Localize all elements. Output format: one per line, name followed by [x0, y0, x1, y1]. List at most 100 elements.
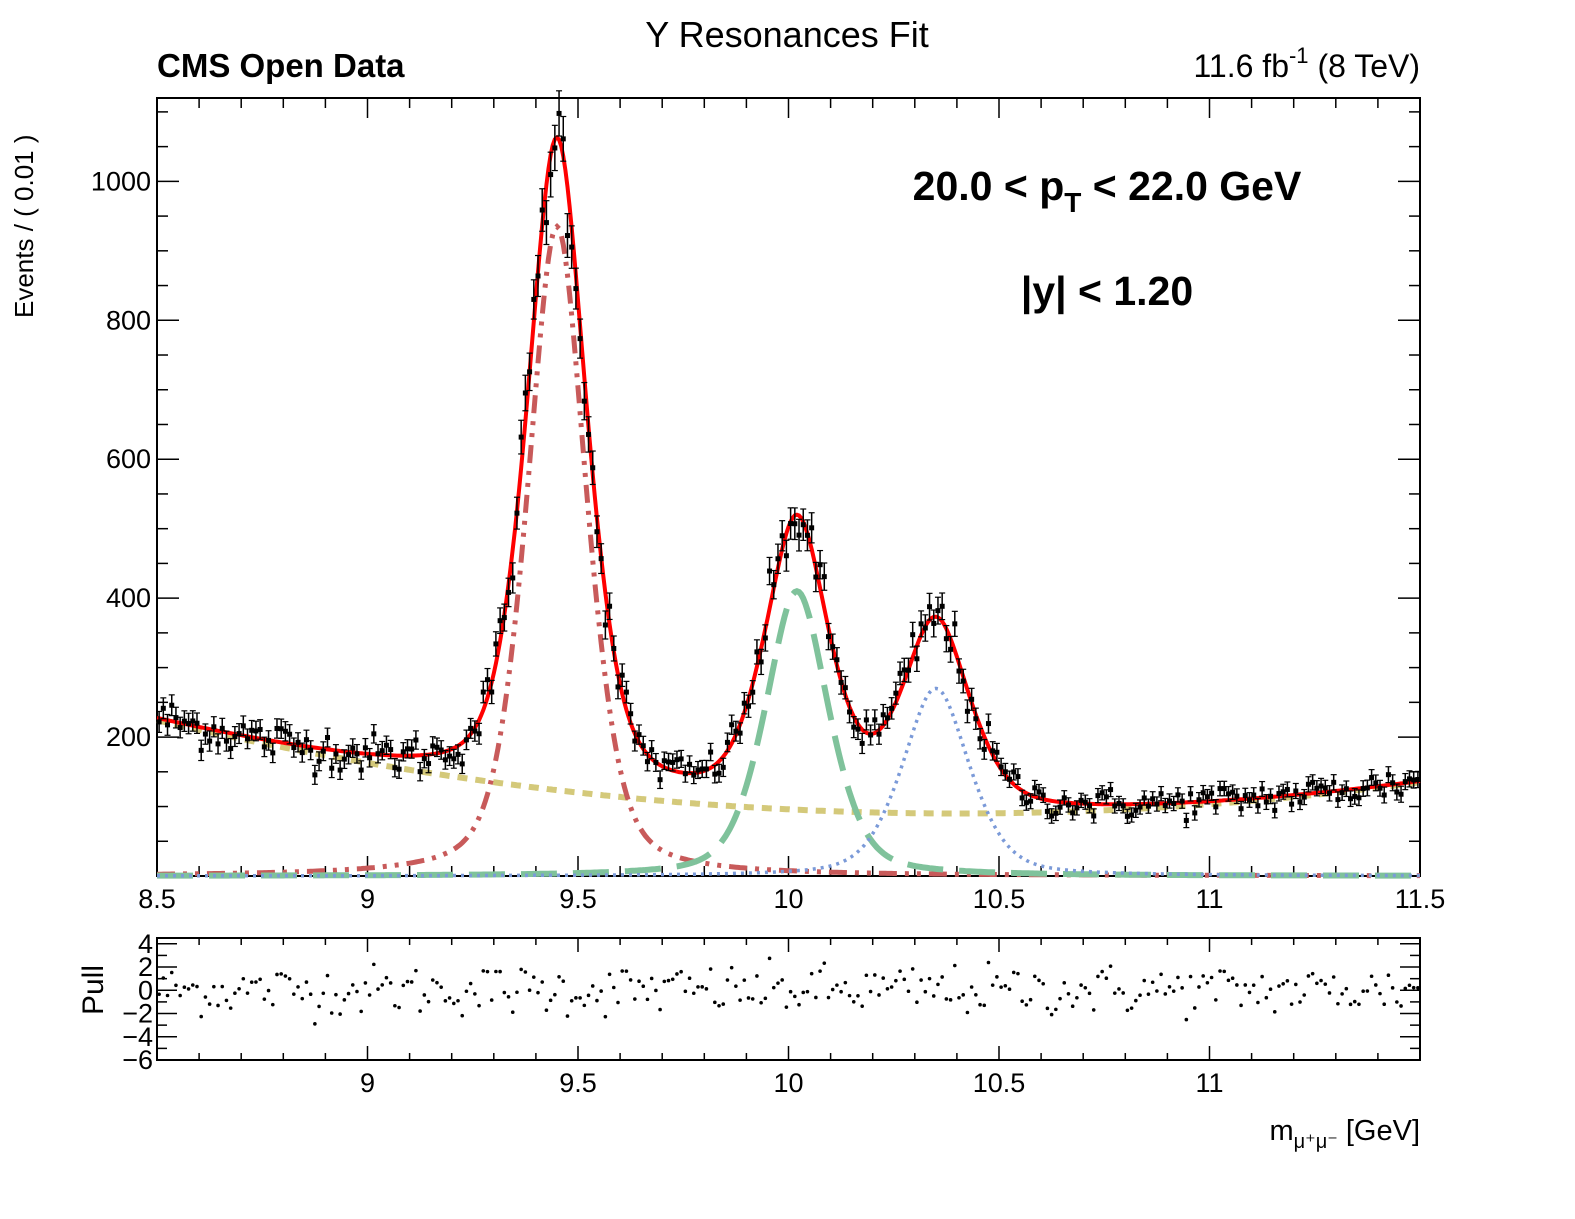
pull-point [1352, 999, 1357, 1004]
pull-point [473, 992, 477, 996]
pull-point [561, 979, 566, 984]
pull-point [435, 980, 439, 985]
data-point [729, 722, 735, 728]
pull-point [675, 972, 679, 976]
data-point [535, 273, 541, 279]
pull-point [292, 992, 296, 996]
data-point [1221, 786, 1227, 792]
data-point [1196, 797, 1202, 803]
data-point [350, 745, 356, 751]
data-point [910, 632, 916, 638]
data-point [417, 769, 423, 775]
data-point [1103, 794, 1109, 800]
pull-point [523, 970, 528, 974]
pull-point [1239, 1003, 1243, 1008]
data-point [1023, 800, 1029, 806]
data-point [1255, 803, 1261, 809]
pull-point [1016, 971, 1020, 976]
data-point [712, 771, 718, 777]
pull-point [414, 968, 418, 973]
data-point [792, 521, 798, 527]
pull-point [763, 996, 768, 1001]
pull-point [1340, 992, 1344, 996]
data-point [905, 667, 911, 673]
data-point [156, 719, 162, 725]
data-point [556, 110, 562, 116]
pull-point [346, 991, 351, 996]
pull-point [489, 998, 494, 1002]
data-point [691, 772, 697, 778]
data-point [1331, 779, 1337, 785]
pull-point [910, 967, 915, 971]
data-point [1377, 785, 1383, 791]
pull-point [1302, 993, 1307, 997]
pull-point [359, 1009, 363, 1014]
data-point [1108, 787, 1114, 793]
pull-point [860, 1004, 864, 1008]
pull-point [502, 990, 507, 995]
data-point [1390, 780, 1396, 786]
data-point [455, 751, 461, 757]
data-point [1070, 810, 1076, 816]
pull-point [818, 969, 822, 973]
pull-point [372, 962, 376, 967]
data-point [447, 753, 453, 759]
pull-point [1011, 970, 1016, 975]
data-point [615, 684, 621, 690]
data-point [186, 721, 192, 727]
pull-point [1125, 1008, 1130, 1013]
pull-point [1315, 981, 1319, 986]
data-point [842, 685, 848, 691]
pull-axis-label: Pull [77, 965, 110, 1015]
pull-point [670, 977, 675, 982]
pull-point [1066, 991, 1071, 996]
data-point [484, 677, 490, 683]
data-point [577, 336, 583, 342]
data-point [1356, 795, 1362, 801]
pull-point [397, 1005, 401, 1010]
data-point [1015, 774, 1021, 780]
data-point [232, 734, 238, 740]
data-point [531, 296, 537, 302]
data-point [362, 745, 368, 751]
data-point [611, 645, 617, 651]
pull-point [506, 995, 511, 999]
fit-curves [156, 134, 1421, 879]
pull-point [186, 987, 191, 991]
pull-x-tick-label: 10.5 [973, 1068, 1026, 1098]
pull-point [468, 981, 473, 986]
y-tick-label: 600 [106, 444, 151, 474]
data-point [897, 670, 903, 676]
pull-point [906, 989, 911, 994]
pull-point [1087, 991, 1092, 996]
pull-point [746, 996, 751, 1000]
fit-curve-peak2 [157, 587, 1420, 879]
pull-point [1247, 990, 1252, 995]
pull-point [1331, 975, 1336, 979]
pull-point [1045, 1006, 1050, 1011]
data-point [687, 761, 693, 767]
data-point [1406, 776, 1412, 782]
data-point [893, 690, 899, 696]
pull-point [936, 982, 940, 987]
data-point [1230, 789, 1236, 795]
data-point [868, 732, 874, 738]
data-point [346, 752, 352, 758]
pull-point [304, 980, 309, 984]
data-point [1179, 798, 1185, 804]
x-tick-label: 11 [1195, 884, 1223, 914]
pull-point [1100, 969, 1104, 974]
data-point [590, 465, 596, 471]
pull-axis-ticks [156, 938, 1421, 1061]
pull-point [1041, 981, 1046, 986]
data-point [1385, 772, 1391, 778]
pull-y-tick-label: 4 [138, 929, 153, 959]
data-point [329, 765, 335, 771]
data-point [1116, 800, 1122, 806]
pull-point [611, 985, 616, 990]
pull-point [1310, 971, 1315, 976]
data-point [581, 398, 587, 404]
data-point [661, 758, 667, 764]
data-point [1369, 774, 1375, 780]
